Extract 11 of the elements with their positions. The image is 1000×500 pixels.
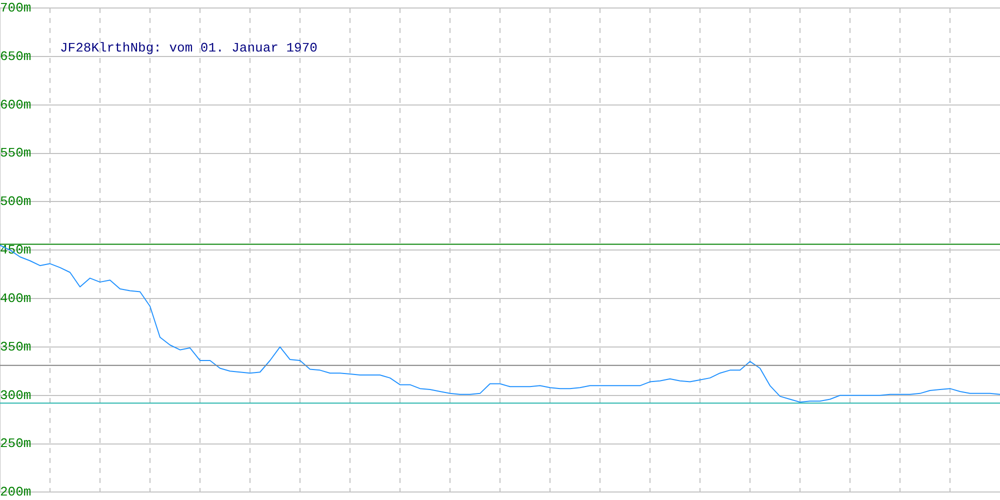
y-tick-label: 600m	[0, 97, 32, 112]
y-tick-label: 550m	[0, 146, 32, 161]
y-tick-label: 700m	[0, 0, 32, 16]
y-tick-label: 200m	[0, 484, 32, 500]
text: JF28KlrthNbg: vom 01. Januar 1970	[60, 40, 318, 56]
y-tick-label: 500m	[0, 194, 32, 210]
y-tick-label: 400m	[0, 290, 32, 306]
y-tick-label: 350m	[0, 339, 32, 354]
y-tick-label: 300m	[0, 388, 32, 403]
y-tick-label: 250m	[0, 436, 32, 452]
y-tick-label: 650m	[0, 48, 32, 64]
